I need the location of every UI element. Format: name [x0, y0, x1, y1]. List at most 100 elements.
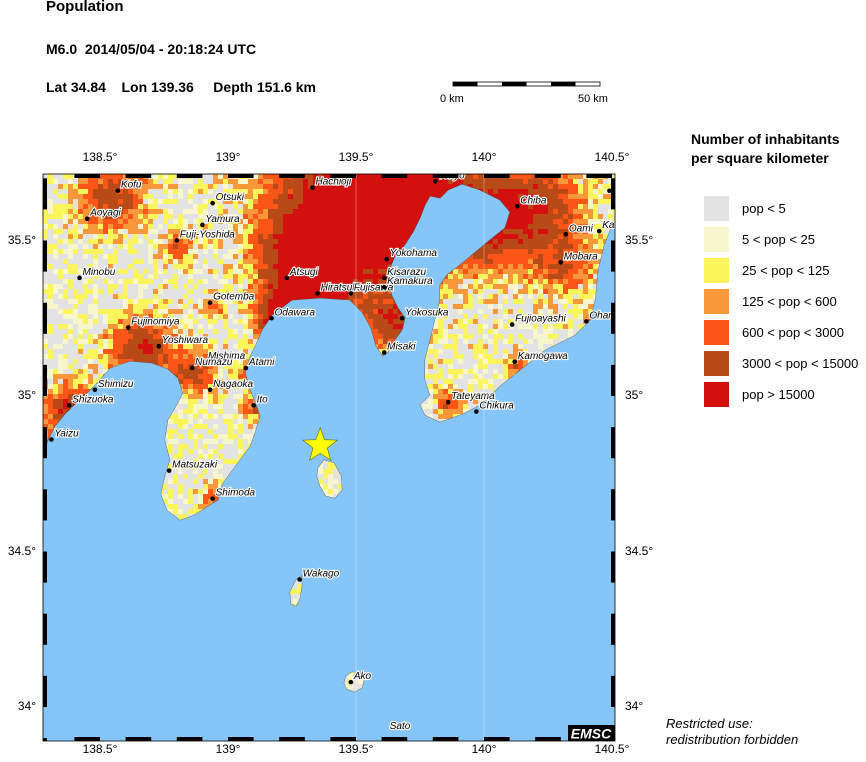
density-cell [73, 244, 78, 249]
density-cell [558, 324, 563, 329]
density-cell [243, 329, 248, 334]
density-cell [258, 289, 263, 294]
density-cell [493, 259, 498, 264]
density-cell [183, 229, 188, 234]
density-cell [283, 294, 288, 299]
density-cell [183, 299, 188, 304]
density-cell [493, 359, 498, 364]
density-cell [578, 229, 583, 234]
density-cell [293, 229, 298, 234]
density-cell [153, 324, 158, 329]
density-cell [583, 189, 588, 194]
density-cell [493, 364, 498, 369]
density-cell [208, 319, 213, 324]
density-cell [58, 219, 63, 224]
density-cell [348, 249, 353, 254]
density-cell [523, 304, 528, 309]
density-cell [193, 329, 198, 334]
density-cell [278, 234, 283, 239]
density-cell [58, 239, 63, 244]
density-cell [323, 214, 328, 219]
density-cell [463, 174, 468, 179]
density-cell [478, 339, 483, 344]
density-cell [238, 364, 243, 369]
density-cell [208, 274, 213, 279]
density-cell [528, 184, 533, 189]
density-cell [533, 239, 538, 244]
density-cell [118, 294, 123, 299]
density-cell [523, 329, 528, 334]
density-cell [548, 339, 553, 344]
density-cell [458, 349, 463, 354]
density-cell [368, 274, 373, 279]
density-cell [573, 219, 578, 224]
density-cell [133, 319, 138, 324]
density-cell [468, 184, 473, 189]
density-cell [208, 369, 213, 374]
density-cell [308, 244, 313, 249]
density-cell [393, 249, 398, 254]
density-cell [208, 284, 213, 289]
density-cell [383, 289, 388, 294]
density-cell [478, 329, 483, 334]
density-cell [523, 289, 528, 294]
density-cell [138, 214, 143, 219]
density-cell [338, 229, 343, 234]
density-cell [603, 194, 608, 199]
density-cell [523, 179, 528, 184]
density-cell [268, 294, 273, 299]
density-cell [468, 284, 473, 289]
density-cell [558, 294, 563, 299]
density-cell [158, 219, 163, 224]
density-cell [193, 229, 198, 234]
density-cell [518, 204, 523, 209]
density-cell [558, 194, 563, 199]
density-cell [178, 214, 183, 219]
density-cell [158, 319, 163, 324]
density-cell [223, 254, 228, 259]
density-cell [383, 239, 388, 244]
density-cell [498, 369, 503, 374]
density-cell [243, 344, 248, 349]
density-cell [148, 269, 153, 274]
density-cell [173, 219, 178, 224]
density-cell [163, 199, 168, 204]
density-cell [183, 344, 188, 349]
density-cell [108, 229, 113, 234]
density-cell [163, 319, 168, 324]
density-cell [253, 174, 258, 179]
density-cell [368, 209, 373, 214]
density-cell [268, 214, 273, 219]
density-cell [363, 269, 368, 274]
density-cell [463, 354, 468, 359]
density-cell [453, 324, 458, 329]
density-cell [448, 369, 453, 374]
density-cell [168, 304, 173, 309]
density-cell [198, 289, 203, 294]
density-cell [383, 329, 388, 334]
density-cell [113, 279, 118, 284]
density-cell [583, 184, 588, 189]
density-cell [178, 224, 183, 229]
density-cell [83, 314, 88, 319]
density-cell [468, 254, 473, 259]
density-cell [93, 214, 98, 219]
density-cell [103, 219, 108, 224]
density-cell [163, 289, 168, 294]
density-cell [138, 314, 143, 319]
density-cell [468, 369, 473, 374]
density-cell [78, 269, 83, 274]
density-cell [293, 259, 298, 264]
density-cell [338, 289, 343, 294]
density-cell [143, 354, 148, 359]
density-cell [368, 189, 373, 194]
density-cell [358, 294, 363, 299]
density-cell [163, 229, 168, 234]
density-cell [328, 269, 333, 274]
density-cell [178, 314, 183, 319]
density-cell [153, 189, 158, 194]
density-cell [358, 184, 363, 189]
density-cell [208, 249, 213, 254]
density-cell [488, 354, 493, 359]
